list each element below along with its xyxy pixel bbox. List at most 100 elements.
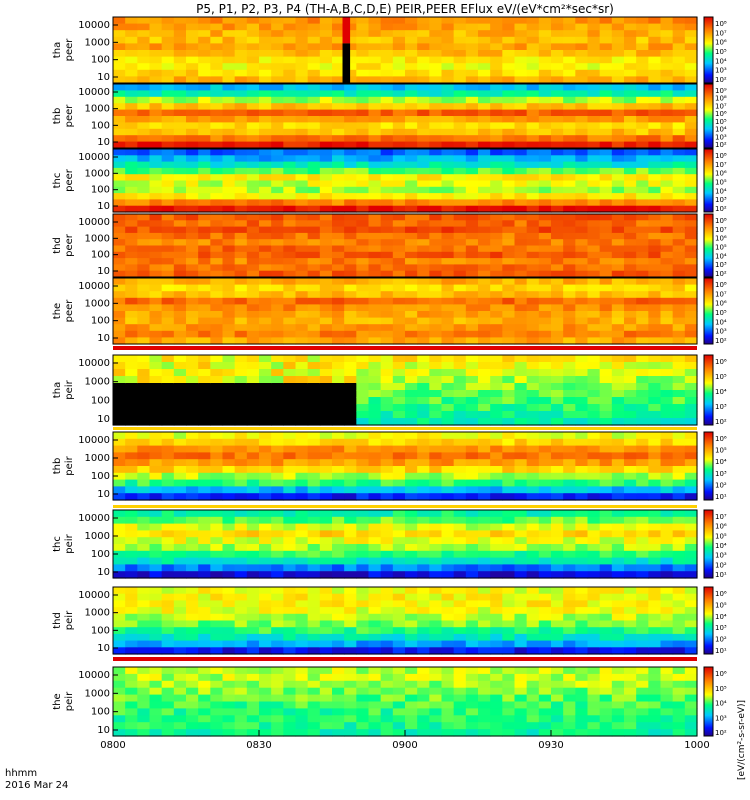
heatmap-cell: [295, 186, 309, 194]
heatmap-cell: [538, 128, 552, 136]
heatmap-cell: [319, 199, 333, 207]
heatmap-cell: [453, 362, 467, 370]
heatmap-cell: [173, 530, 187, 538]
heatmap-cell: [405, 311, 418, 319]
heatmap-cell: [514, 96, 528, 104]
heatmap-cell: [551, 613, 564, 622]
heatmap-cell: [599, 311, 613, 319]
colorbar-tick-label: 10⁶: [715, 435, 727, 443]
heatmap-cell: [563, 330, 576, 338]
heatmap-cell: [210, 50, 224, 58]
heatmap-cell: [113, 564, 126, 572]
heatmap-cell: [368, 76, 382, 84]
heatmap-cell: [551, 687, 564, 696]
heatmap-cell: [405, 90, 418, 98]
heatmap-cell: [295, 550, 309, 559]
heatmap-cell: [502, 479, 516, 487]
heatmap-cell: [295, 128, 309, 136]
heatmap-cell: [161, 96, 175, 104]
heatmap-cell: [368, 226, 382, 234]
heatmap-cell: [538, 167, 552, 175]
heatmap-cell: [575, 109, 589, 117]
y-tick-label: 10: [97, 137, 110, 148]
heatmap-cell: [599, 193, 613, 200]
heatmap-cell: [599, 264, 613, 272]
heatmap-cell: [271, 438, 284, 447]
heatmap-cell: [453, 452, 467, 460]
heatmap-cell: [429, 174, 443, 182]
heatmap-cell: [514, 571, 528, 579]
heatmap-cell: [441, 647, 455, 655]
heatmap-cell: [587, 640, 601, 648]
heatmap-cell: [490, 36, 503, 44]
heatmap-cell: [551, 96, 564, 104]
heatmap-cell: [684, 90, 698, 98]
heatmap-cell: [684, 186, 698, 194]
heatmap-cell: [295, 116, 309, 123]
colorbar-tick-label: 10²: [715, 337, 727, 345]
heatmap-cell: [113, 459, 126, 467]
heatmap-cell: [222, 324, 236, 332]
heatmap-cell: [417, 418, 430, 426]
heatmap-cell: [441, 161, 455, 169]
heatmap-cell: [125, 667, 138, 675]
colorbar-tick-label: 10²: [715, 636, 727, 644]
heatmap-cell: [149, 245, 163, 253]
heatmap-cell: [417, 701, 430, 709]
heatmap-cell: [502, 587, 516, 595]
heatmap-cell: [234, 466, 248, 474]
heatmap-cell: [599, 627, 613, 635]
heatmap-cell: [173, 116, 187, 123]
heatmap-cell: [465, 680, 479, 689]
heatmap-cell: [575, 466, 589, 474]
heatmap-cell: [234, 284, 248, 292]
heatmap-cell: [672, 199, 686, 207]
heatmap-cell: [478, 122, 491, 130]
heatmap-cell: [660, 291, 674, 299]
heatmap-cell: [198, 245, 211, 253]
heatmap-cell: [429, 432, 443, 440]
heatmap-cell: [307, 397, 321, 405]
heatmap-cell: [490, 701, 503, 709]
heatmap-cell: [563, 587, 576, 595]
heatmap-cell: [283, 607, 297, 615]
heatmap-cell: [599, 708, 613, 716]
heatmap-cell: [490, 472, 503, 481]
heatmap-cell: [344, 317, 357, 325]
heatmap-cell: [526, 620, 540, 628]
heatmap-cell: [611, 258, 625, 265]
heatmap-cell: [514, 297, 528, 305]
heatmap-cell: [660, 36, 674, 44]
heatmap-cell: [319, 438, 333, 447]
heatmap-cell: [587, 128, 601, 136]
heatmap-cell: [441, 245, 455, 253]
heatmap-cell: [563, 128, 576, 136]
heatmap-cell: [551, 103, 564, 111]
heatmap-cell: [332, 56, 345, 64]
heatmap-cell: [173, 122, 187, 130]
heatmap-cell: [161, 109, 175, 117]
heatmap-cell: [624, 214, 637, 221]
heatmap-cell: [660, 613, 674, 622]
heatmap-cell: [502, 36, 516, 44]
heatmap-cell: [490, 493, 503, 501]
heatmap-cell: [137, 680, 151, 689]
heatmap-cell: [295, 571, 309, 579]
heatmap-cell: [417, 69, 430, 77]
heatmap-cell: [538, 516, 552, 525]
heatmap-cell: [465, 411, 479, 419]
heatmap-cell: [283, 445, 297, 453]
heatmap-cell: [125, 284, 138, 292]
heatmap-cell: [380, 680, 394, 689]
heatmap-cell: [173, 291, 187, 299]
heatmap-cell: [441, 587, 455, 595]
heatmap-cell: [113, 284, 126, 292]
heatmap-cell: [222, 84, 236, 91]
heatmap-cell: [405, 516, 418, 525]
heatmap-cell: [137, 337, 151, 345]
heatmap-cell: [198, 404, 211, 412]
heatmap-cell: [478, 337, 491, 345]
heatmap-cell: [611, 687, 625, 696]
heatmap-cell: [453, 337, 467, 345]
heatmap-cell: [246, 56, 260, 64]
